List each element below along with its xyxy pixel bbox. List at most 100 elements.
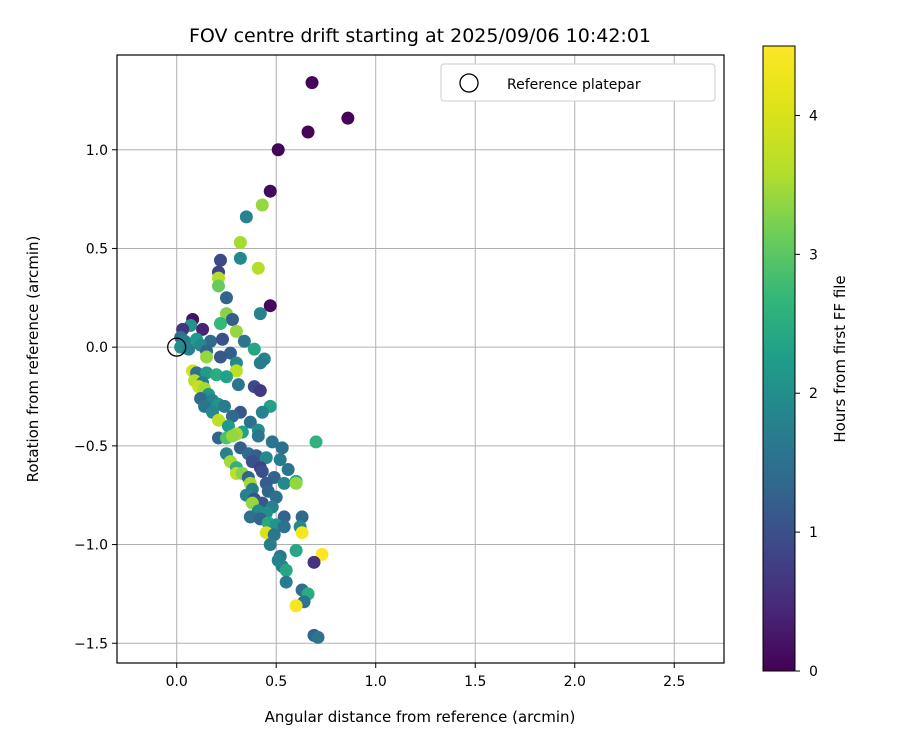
data-point [269, 490, 283, 504]
y-tick-label: −1.0 [74, 538, 108, 554]
plot-frame [116, 54, 725, 664]
y-tick-label: −0.5 [74, 439, 108, 455]
x-tick-label: 0.5 [265, 674, 287, 690]
data-point [263, 299, 277, 313]
data-point [301, 125, 315, 139]
data-point [315, 547, 329, 561]
data-point [265, 435, 279, 449]
data-point [255, 405, 269, 419]
data-point [247, 342, 261, 356]
data-point [225, 429, 239, 443]
data-point [251, 261, 265, 275]
y-tick-label: 0.0 [86, 340, 108, 356]
data-point [341, 111, 355, 125]
y-axis: −1.5 −1.0 −0.5 0.0 0.5 1.0 [74, 143, 117, 652]
x-tick-label: 2.5 [663, 674, 685, 690]
data-point [259, 451, 273, 465]
data-point [273, 453, 287, 467]
data-point [219, 291, 233, 305]
colorbar-ticks: 0 1 2 3 4 [795, 108, 818, 680]
data-point [279, 563, 293, 577]
data-point [200, 366, 214, 380]
colorbar-tick-label: 0 [809, 664, 818, 680]
legend-box [440, 63, 716, 102]
data-point [289, 476, 303, 490]
data-point [211, 279, 225, 293]
data-point [213, 253, 227, 267]
data-point [219, 370, 233, 384]
colorbar-tick-label: 1 [809, 525, 818, 541]
data-point [239, 210, 253, 224]
data-point [229, 324, 243, 338]
x-tick-label: 2.0 [564, 674, 586, 690]
data-point [281, 463, 295, 477]
data-point [267, 528, 281, 542]
colorbar-gradient [762, 45, 796, 672]
x-tick-label: 1.0 [365, 674, 387, 690]
colorbar-tick-label: 4 [809, 108, 818, 124]
data-point [295, 510, 309, 524]
data-point [233, 251, 247, 265]
data-point [223, 346, 237, 360]
colorbar: 0 1 2 3 4 Hours from first FF file [762, 45, 849, 680]
x-tick-label: 1.5 [464, 674, 486, 690]
points-layer [174, 76, 355, 644]
data-point [279, 575, 293, 589]
y-tick-label: 0.5 [86, 241, 108, 257]
data-point [289, 599, 303, 613]
data-point [255, 198, 269, 212]
x-tick-label: 0.0 [166, 674, 188, 690]
data-point [221, 419, 235, 433]
data-point [277, 476, 291, 490]
data-point [253, 307, 267, 321]
data-point [295, 526, 309, 540]
data-point [225, 409, 239, 423]
data-point [289, 543, 303, 557]
data-point [253, 384, 267, 398]
data-point [263, 184, 277, 198]
colorbar-label: Hours from first FF file [831, 275, 849, 442]
data-point [182, 342, 196, 356]
data-point [225, 313, 239, 327]
data-point [309, 435, 323, 449]
data-point [229, 364, 243, 378]
data-point [237, 334, 251, 348]
data-point [255, 465, 269, 479]
data-point [200, 350, 214, 364]
legend: Reference platepar [440, 63, 716, 102]
data-point [305, 76, 319, 90]
data-point [251, 429, 265, 443]
data-point [271, 143, 285, 157]
data-point [215, 332, 229, 346]
data-point [307, 555, 321, 569]
data-point [277, 510, 291, 524]
reference-marker [167, 337, 187, 357]
data-point [196, 322, 210, 336]
x-axis-label: Angular distance from reference (arcmin) [265, 708, 576, 726]
y-tick-label: −1.5 [74, 636, 108, 652]
data-point [204, 334, 218, 348]
y-axis-label: Rotation from reference (arcmin) [24, 236, 42, 483]
data-point [243, 415, 257, 429]
colorbar-tick-label: 2 [809, 386, 818, 402]
legend-reference-marker [459, 73, 479, 93]
grid [117, 55, 724, 663]
x-axis: 0.0 0.5 1.0 1.5 2.0 2.5 [166, 663, 685, 690]
data-point [233, 236, 247, 250]
data-point [253, 356, 267, 370]
data-point [243, 510, 257, 524]
data-point [213, 316, 227, 330]
data-point [311, 630, 325, 644]
data-point [277, 520, 291, 534]
legend-label: Reference platepar [507, 77, 641, 93]
data-point [263, 538, 277, 552]
data-point [210, 368, 224, 382]
chart-title: FOV centre drift starting at 2025/09/06 … [189, 25, 651, 47]
data-point [275, 441, 289, 455]
data-point [211, 413, 225, 427]
colorbar-tick-label: 3 [809, 247, 818, 263]
data-point [231, 378, 245, 392]
data-point [217, 399, 231, 413]
y-tick-label: 1.0 [86, 143, 108, 159]
